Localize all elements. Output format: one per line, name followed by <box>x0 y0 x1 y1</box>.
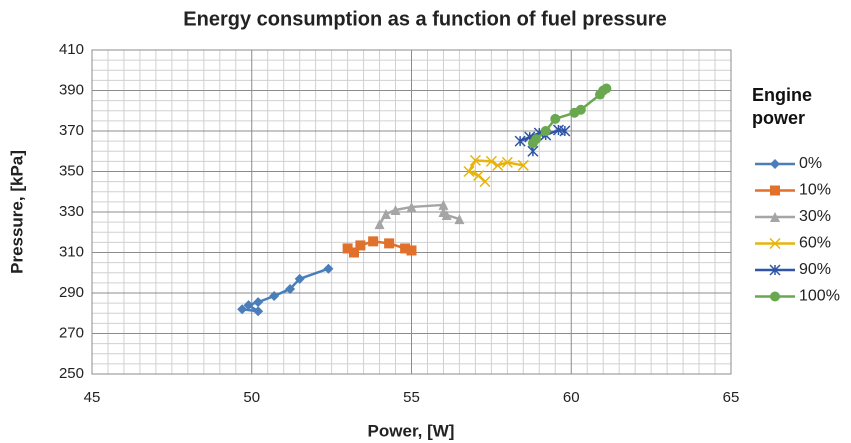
y-tick-label: 390 <box>59 81 84 98</box>
marker <box>441 210 452 221</box>
legend-title: Engine power <box>752 85 813 128</box>
marker <box>517 159 529 171</box>
legend-label: 30% <box>799 208 831 225</box>
marker <box>770 159 780 169</box>
marker <box>380 209 391 220</box>
marker <box>540 126 551 136</box>
y-tick-label: 370 <box>59 122 84 139</box>
y-tick-label: 410 <box>59 41 84 58</box>
y-tick-label: 350 <box>59 162 84 179</box>
legend-label: 60% <box>799 235 831 252</box>
legend-label: 10% <box>799 182 831 199</box>
marker <box>531 134 542 145</box>
marker <box>463 165 475 178</box>
x-tick-label: 55 <box>403 389 420 406</box>
chart-title: Energy consumption as a function of fuel… <box>183 8 666 30</box>
marker <box>770 185 780 196</box>
marker <box>237 304 248 315</box>
marker <box>348 247 359 258</box>
marker <box>770 291 780 302</box>
x-tick-label: 50 <box>243 389 260 406</box>
marker <box>559 125 571 137</box>
marker <box>601 83 612 94</box>
marker <box>374 219 385 230</box>
marker <box>514 135 526 147</box>
legend-label: 100% <box>799 288 840 305</box>
marker <box>400 243 411 254</box>
y-tick-label: 270 <box>59 324 84 341</box>
x-tick-label: 60 <box>563 389 580 406</box>
marker <box>575 104 586 115</box>
marker <box>285 283 296 294</box>
y-axis-label: Pressure, [kPa] <box>7 150 26 274</box>
marker <box>368 236 379 247</box>
marker <box>384 238 395 249</box>
marker <box>355 240 366 251</box>
marker <box>485 155 497 167</box>
marker <box>550 113 561 124</box>
marker <box>492 159 504 171</box>
y-tick-label: 290 <box>59 284 84 301</box>
marker <box>406 201 417 212</box>
marker <box>269 291 280 302</box>
marker <box>454 214 465 225</box>
marker <box>406 245 417 256</box>
legend-label: 0% <box>799 155 822 172</box>
marker <box>469 154 481 166</box>
marker <box>473 170 485 182</box>
y-tick-label: 310 <box>59 243 84 260</box>
marker <box>323 263 334 274</box>
x-tick-label: 45 <box>84 389 101 406</box>
x-tick-label: 65 <box>723 389 740 406</box>
y-tick-label: 250 <box>59 365 84 382</box>
plot-border <box>91 49 732 375</box>
marker <box>501 156 513 168</box>
marker <box>253 306 264 317</box>
marker <box>294 273 305 284</box>
x-axis-label: Power, [W] <box>368 421 455 440</box>
marker <box>342 243 353 254</box>
marker <box>253 297 264 308</box>
legend-label: 90% <box>799 261 831 278</box>
marker <box>438 199 449 210</box>
marker <box>243 300 254 311</box>
marker <box>769 237 781 250</box>
marker <box>769 264 781 276</box>
marker <box>390 204 401 215</box>
marker <box>770 212 780 222</box>
y-tick-label: 330 <box>59 203 84 220</box>
